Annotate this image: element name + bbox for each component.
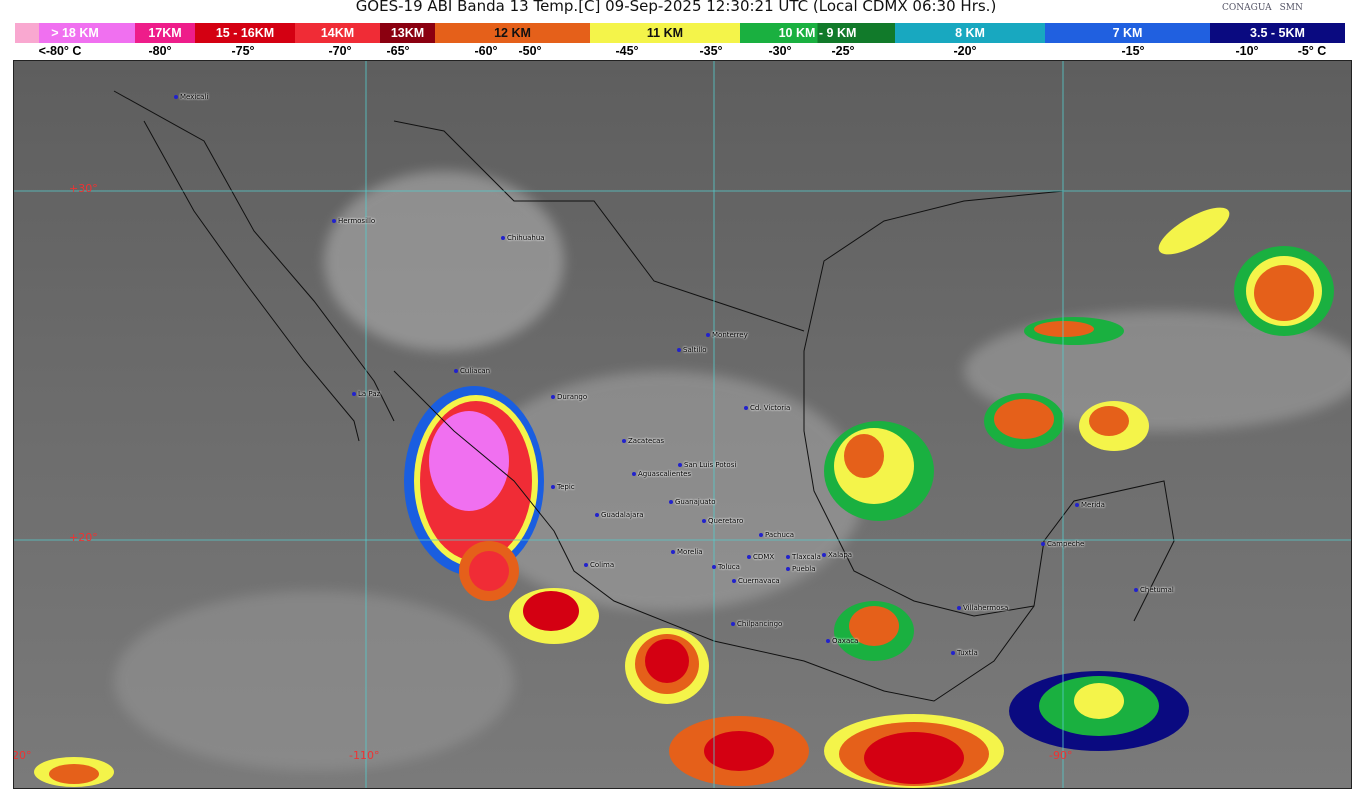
image-title: GOES-19 ABI Banda 13 Temp.[C] 09-Sep-202…: [355, 0, 997, 15]
lon-label-90: -90°: [1049, 749, 1073, 762]
city-label: Chetumal: [1134, 586, 1174, 595]
graticule: [14, 61, 1351, 788]
city-label: La Paz: [352, 390, 380, 399]
city-label: Guanajuato: [669, 498, 716, 507]
conagua-logo: CONAGUA: [1222, 3, 1272, 13]
city-label: Merida: [1075, 501, 1105, 510]
city-label: Campeche: [1041, 540, 1084, 549]
temperature-label: -35°: [699, 44, 723, 58]
lat-label-20: +20°: [69, 531, 98, 544]
temperature-label: -50°: [518, 44, 542, 58]
city-label: Tuxtla: [951, 649, 978, 658]
legend-segment: 10 KM - 9 KM: [740, 23, 895, 43]
city-label: Puebla: [786, 565, 816, 574]
city-label: Cd. Victoria: [744, 404, 790, 413]
legend-segment: 12 KM: [435, 23, 590, 43]
temperature-label: -25°: [831, 44, 855, 58]
city-label: Chihuahua: [501, 234, 545, 243]
city-label: Chilpancingo: [731, 620, 782, 629]
legend-segment: 11 KM: [590, 23, 740, 43]
city-label: Saltillo: [677, 346, 707, 355]
city-label: Morelia: [671, 548, 703, 557]
temperature-label: -75°: [231, 44, 255, 58]
city-label: Villahermosa: [957, 604, 1008, 613]
temperature-label: <-80° C: [38, 44, 82, 58]
city-label: Culiacan: [454, 367, 490, 376]
temperature-label: -15°: [1121, 44, 1145, 58]
legend-segment: 13KM: [380, 23, 435, 43]
legend-segment: > 18 KM: [15, 23, 135, 43]
lon-label-120: -120°: [13, 749, 32, 762]
lon-label-110: -110°: [349, 749, 380, 762]
legend-segment: 17KM: [135, 23, 195, 43]
lat-label-30: +30°: [69, 182, 98, 195]
city-label: Hermosillo: [332, 217, 375, 226]
city-label: Xalapa: [822, 551, 852, 560]
temperature-label: -70°: [328, 44, 352, 58]
temperature-label: -5° C: [1297, 44, 1327, 58]
satellite-map: +30° +20° -120° -110° -90° Mexicali Hermo…: [13, 60, 1352, 789]
city-label: Tlaxcala: [786, 553, 821, 562]
city-label: Guadalajara: [595, 511, 644, 520]
legend-segment: 3.5 - 5KM: [1210, 23, 1345, 43]
city-label: Colima: [584, 561, 614, 570]
legend-segment: 7 KM: [1045, 23, 1210, 43]
city-label: Oaxaca: [826, 637, 858, 646]
city-label: San Luis Potosi: [678, 461, 736, 470]
city-label: Toluca: [712, 563, 740, 572]
city-label: Cuernavaca: [732, 577, 780, 586]
temperature-label: -30°: [768, 44, 792, 58]
legend-segment: 15 - 16KM: [195, 23, 295, 43]
legend-segment: 8 KM: [895, 23, 1045, 43]
city-label: Durango: [551, 393, 587, 402]
temperature-label: -60°: [474, 44, 498, 58]
city-label: Mexicali: [174, 93, 208, 102]
temperature-label: -10°: [1235, 44, 1259, 58]
temperature-label: -65°: [386, 44, 410, 58]
city-label: Tepic: [551, 483, 575, 492]
temperature-label: -80°: [148, 44, 172, 58]
cloud-cover: [114, 171, 1351, 771]
smn-logo: SMN: [1279, 3, 1303, 13]
agency-logos: CONAGUA SMN: [1222, 3, 1303, 13]
city-label: CDMX: [747, 553, 774, 562]
city-label: Queretaro: [702, 517, 743, 526]
legend-segment: 14KM: [295, 23, 380, 43]
storm-cells: [34, 207, 1334, 788]
temperature-label: -20°: [953, 44, 977, 58]
city-label: Zacatecas: [622, 437, 664, 446]
temperature-label: -45°: [615, 44, 639, 58]
city-label: Pachuca: [759, 531, 794, 540]
map-layer: [14, 61, 1351, 788]
city-label: Aguascalientes: [632, 470, 691, 479]
city-label: Monterrey: [706, 331, 748, 340]
